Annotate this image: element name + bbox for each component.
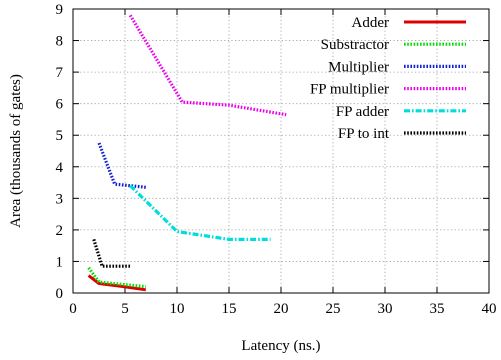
y-tick-label: 5 [56,128,64,144]
series-line-fp-multiplier [128,14,287,117]
y-tick-label: 6 [56,97,64,113]
series-line-fp-adder [129,184,271,241]
series-line-substractor [87,266,146,289]
y-tick-labels: 0 1 2 3 4 5 6 7 8 9 [56,2,64,302]
series-line-multiplier [97,142,146,189]
y-tick-label: 4 [56,160,64,176]
series-lines [87,14,287,292]
axis-ticks [72,8,490,294]
x-tick-label: 15 [222,301,237,317]
legend-label-fp-adder: FP adder [336,104,389,120]
y-tick-label: 8 [56,34,64,50]
x-tick-label: 5 [121,301,129,317]
legend-label-fp-to-int: FP to int [338,126,390,142]
legend-label-adder: Adder [352,15,390,31]
x-tick-label: 35 [430,301,445,317]
x-axis-label: Latency (ns.) [241,338,320,354]
y-tick-label: 2 [56,223,64,239]
y-tick-label: 0 [56,286,64,302]
x-tick-labels: 0 5 10 15 20 25 30 35 40 [69,301,496,317]
x-tick-label: 10 [170,301,185,317]
y-tick-label: 1 [56,254,64,270]
x-tick-label: 30 [378,301,393,317]
y-tick-label: 9 [56,2,64,18]
y-tick-label: 3 [56,191,64,207]
x-tick-label: 25 [326,301,341,317]
legend: Adder Substractor Multiplier FP multiplier F… [310,15,466,142]
legend-label-multiplier: Multiplier [328,59,389,75]
grid-lines [73,9,489,293]
legend-label-fp-multiplier: FP multiplier [310,82,389,98]
x-tick-label: 0 [69,301,77,317]
legend-label-substractor: Substractor [321,37,389,53]
x-tick-label: 40 [482,301,497,317]
series-line-adder [87,274,147,292]
y-tick-label: 7 [56,65,64,81]
y-axis-label: Area (thousands of gates) [8,74,24,228]
x-tick-label: 20 [274,301,289,317]
